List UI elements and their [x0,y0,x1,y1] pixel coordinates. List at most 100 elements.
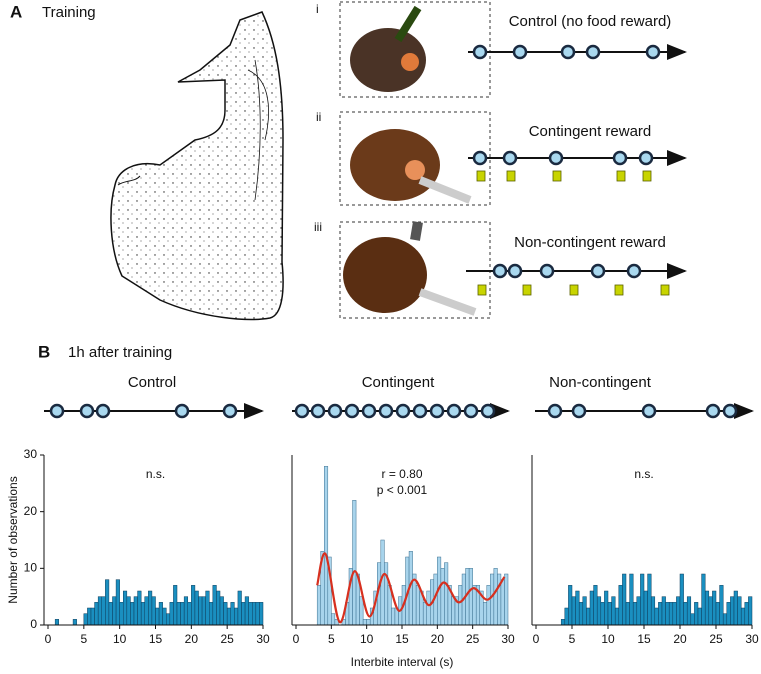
food-reward [642,170,652,182]
bar [679,573,684,626]
y-tick-label: 20 [24,504,38,518]
bite [638,150,654,166]
bar [672,602,677,626]
bar [604,590,609,626]
bar [219,596,224,626]
bar [589,590,594,626]
bar [180,602,185,626]
row-numeral: ii [316,110,321,124]
bar [665,602,670,626]
bar [568,585,573,626]
bar [683,602,688,626]
bite [49,403,65,419]
y-tick-label: 10 [24,561,38,575]
bite [463,403,479,419]
row-title: Non-contingent reward [514,234,666,251]
bar [593,585,598,626]
bar [676,596,681,626]
bar [162,607,167,626]
bar [643,590,648,626]
bar [582,596,587,626]
bite [222,403,238,419]
bar [90,607,95,626]
bar [636,596,641,626]
bar [241,602,246,626]
bar [650,596,656,626]
bar [359,596,364,626]
bar [640,573,645,626]
bar [701,573,706,626]
food-reward [477,284,487,296]
panel-label: B [38,342,50,361]
bar [123,590,128,626]
bar [472,585,477,626]
x-tick-label: 10 [360,632,374,646]
bite [645,44,661,60]
bar [647,573,652,626]
bar [158,602,163,626]
bar [183,596,189,626]
bar [216,590,221,626]
food-reward [616,170,626,182]
bar [187,602,192,626]
bar [166,613,171,626]
food-reward [614,284,624,296]
x-tick-label: 25 [466,632,480,646]
bar [444,562,449,626]
x-tick-label: 20 [185,632,199,646]
bar [622,573,627,626]
panel-title: Training [42,4,96,21]
bar [719,585,724,626]
row-numeral: i [316,2,319,16]
fit-curve [316,552,506,624]
aplysia-drawing [110,11,284,321]
bar [575,590,580,626]
bar [668,602,674,626]
bite [548,150,564,166]
bar [440,568,445,626]
bar [191,585,196,626]
bar [629,573,634,626]
bar [571,596,576,626]
bar [422,602,427,626]
bar [483,602,488,626]
bite [378,403,394,419]
bar [201,596,206,626]
bar [169,602,174,626]
bite [361,403,377,419]
bite [722,403,738,419]
bar [133,596,138,626]
bar [83,613,88,626]
bar [722,613,728,626]
bar [94,602,99,626]
x-tick-label: 15 [149,632,163,646]
bite [492,263,508,279]
bar [614,607,620,626]
bite [79,403,95,419]
bar [155,607,160,626]
bite [512,44,528,60]
y-tick-label: 0 [30,617,37,631]
bar [252,602,257,626]
bar [237,590,242,626]
bar [740,607,746,626]
bar [708,596,713,626]
x-tick-label: 15 [395,632,409,646]
bar [226,607,232,626]
bar [97,596,102,626]
bar [366,619,371,626]
bar [148,590,153,626]
bar [324,466,329,626]
bar [426,590,431,626]
bar [151,596,156,626]
bar [130,602,135,626]
x-tick-label: 20 [431,632,445,646]
row-title: Contingent reward [529,123,652,140]
bite [571,403,587,419]
photos [339,1,491,319]
bite [174,403,190,419]
bar [611,596,616,626]
panel-title: 1h after training [68,344,172,361]
bite [294,403,310,419]
bite [547,403,563,419]
